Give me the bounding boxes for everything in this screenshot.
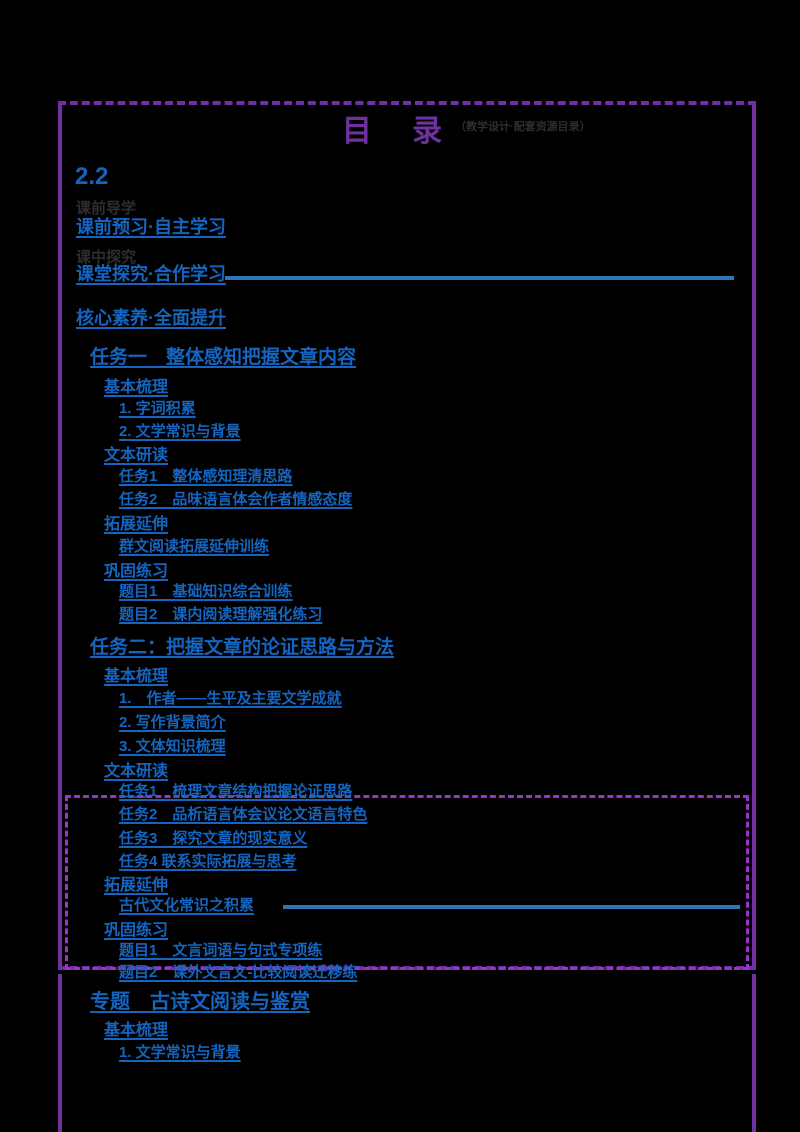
toc-item[interactable]: 题目2 课内阅读理解强化练习 <box>119 606 323 623</box>
toc-item[interactable]: 1. 文学常识与背景 <box>119 1044 241 1061</box>
toc-item[interactable]: 2. 文学常识与背景 <box>119 423 241 440</box>
toc-item[interactable]: 3. 文体知识梳理 <box>119 738 226 755</box>
faint-text-row: 课中探究 <box>76 249 137 266</box>
toc-link[interactable]: 核心素养·全面提升 <box>76 308 226 328</box>
toc-subheading[interactable]: 基本梳理 <box>104 1022 169 1039</box>
toc-link[interactable]: 课堂探究·合作学习 <box>76 264 226 284</box>
toc-item[interactable]: 古代文化常识之积累 <box>119 897 255 914</box>
page-title: 目 录 <box>341 115 459 148</box>
faint-text-row: 课前导学 <box>76 200 137 217</box>
toc-item[interactable]: 任务3 探究文章的现实意义 <box>119 830 308 847</box>
toc-section-heading[interactable]: 任务一 整体感知把握文章内容 <box>90 347 357 368</box>
toc-subheading[interactable]: 基本梳理 <box>104 668 169 685</box>
toc-item[interactable]: 1. 作者——生平及主要文学成就 <box>119 690 342 707</box>
faint-side-note: （教学设计·配套资源目录） <box>455 121 591 133</box>
toc-subheading[interactable]: 拓展延伸 <box>104 516 169 533</box>
unit-number: 2.2 <box>75 163 109 190</box>
toc-item[interactable]: 2. 写作背景简介 <box>119 714 226 731</box>
toc-item[interactable]: 任务1 梳理文章结构把握论证思路 <box>119 783 353 800</box>
toc-item[interactable]: 任务2 品味语言体会作者情感态度 <box>119 491 353 508</box>
toc-subheading[interactable]: 文本研读 <box>104 763 169 780</box>
toc-item[interactable]: 群文阅读拓展延伸训练 <box>119 538 270 555</box>
toc-section-heading[interactable]: 任务二：把握文章的论证思路与方法 <box>90 637 395 658</box>
toc-item[interactable]: 题目1 基础知识综合训练 <box>119 583 293 600</box>
toc-item[interactable]: 题目1 文言词语与句式专项练 <box>119 942 323 959</box>
toc-subheading[interactable]: 基本梳理 <box>104 379 169 396</box>
toc-item[interactable]: 任务1 整体感知理清思路 <box>119 468 293 485</box>
toc-subheading[interactable]: 巩固练习 <box>104 563 169 580</box>
toc-item[interactable]: 1. 字词积累 <box>119 400 196 417</box>
toc-item[interactable]: 任务2 品析语言体会议论文语言特色 <box>119 806 368 823</box>
page-frame-2 <box>58 974 756 1132</box>
divider-line <box>283 905 740 909</box>
toc-item[interactable]: 题目2 课外文言文-比较阅读迁移练 <box>119 964 358 981</box>
toc-subheading[interactable]: 巩固练习 <box>104 922 169 939</box>
toc-subheading[interactable]: 拓展延伸 <box>104 877 169 894</box>
toc-link[interactable]: 课前预习·自主学习 <box>76 217 226 237</box>
dashed-inset-box <box>65 795 749 970</box>
divider-line <box>225 276 734 280</box>
toc-subheading[interactable]: 文本研读 <box>104 447 169 464</box>
toc-section-heading[interactable]: 专题 古诗文阅读与鉴赏 <box>90 991 310 1013</box>
toc-item[interactable]: 任务4 联系实际拓展与思考 <box>119 853 297 870</box>
